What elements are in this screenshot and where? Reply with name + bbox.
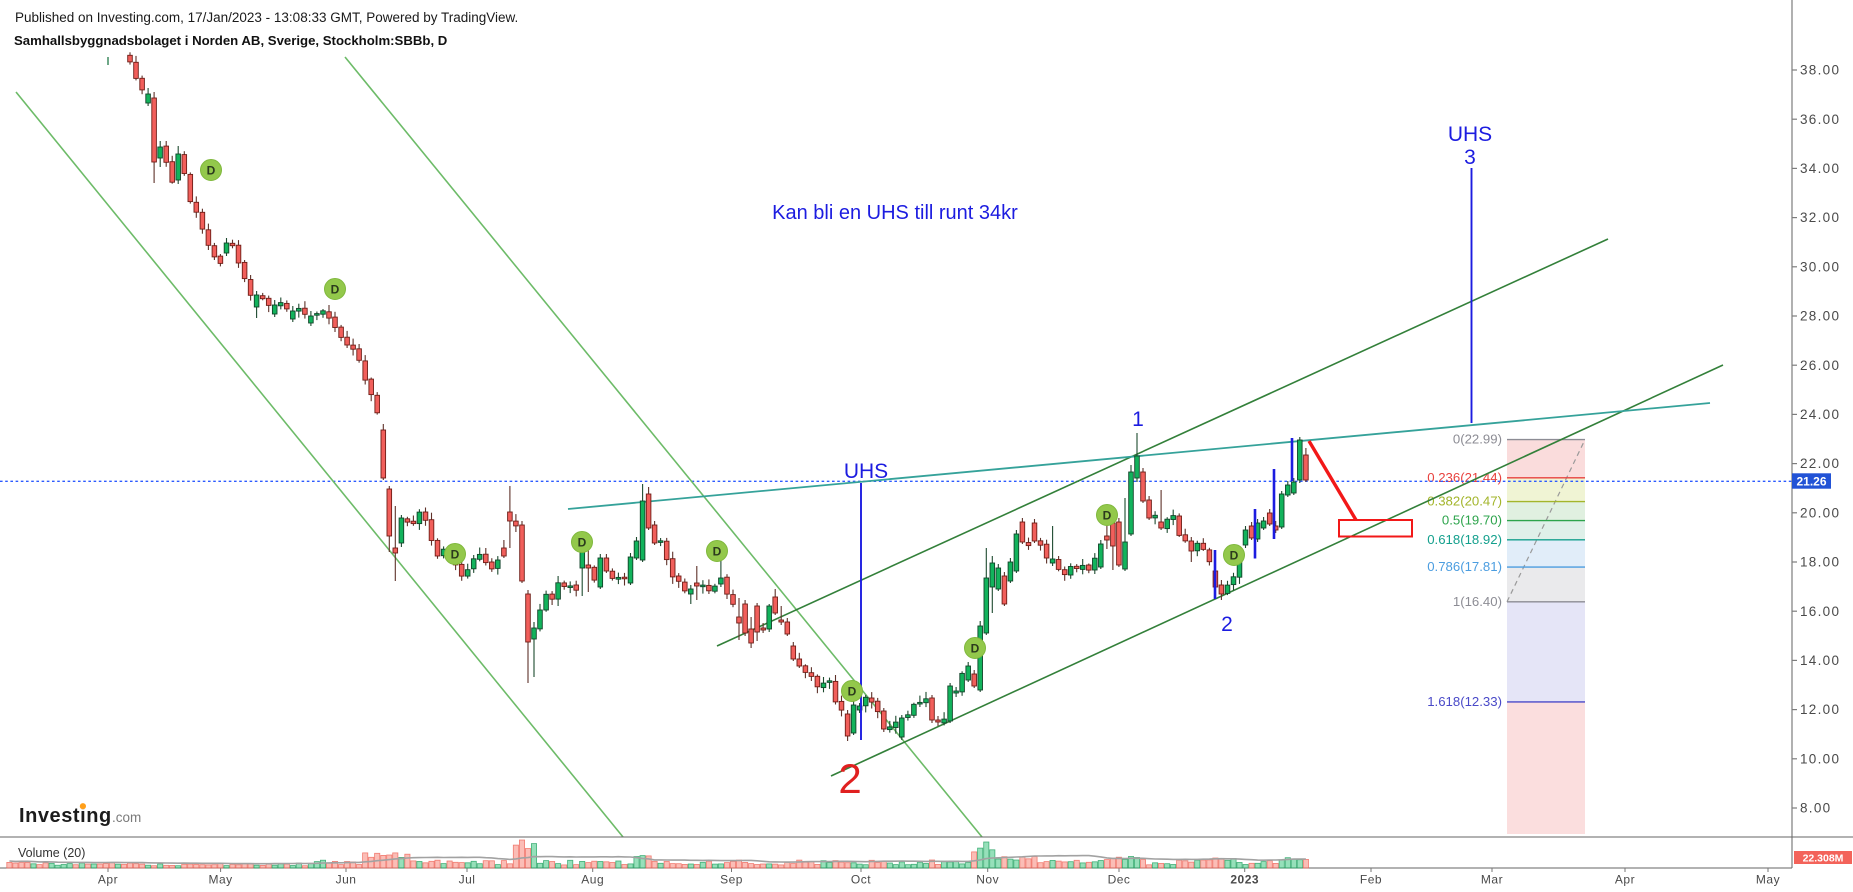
svg-text:.com: .com (112, 810, 141, 825)
svg-text:Investing: Investing (19, 805, 112, 827)
svg-text:Kan bli en UHS till runt 34kr: Kan bli en UHS till runt 34kr (772, 202, 1018, 224)
svg-text:1: 1 (1132, 408, 1144, 431)
svg-text:Samhallsbyggnadsbolaget i Nord: Samhallsbyggnadsbolaget i Norden AB, Sve… (14, 33, 447, 48)
svg-text:0(22.99): 0(22.99) (1453, 432, 1502, 447)
svg-text:0.5(19.70): 0.5(19.70) (1442, 513, 1502, 528)
svg-text:0.786(17.81): 0.786(17.81) (1427, 559, 1502, 574)
svg-text:D: D (451, 548, 460, 562)
svg-text:18.00: 18.00 (1800, 555, 1840, 570)
svg-text:22.308M: 22.308M (1803, 853, 1844, 865)
svg-text:20.00: 20.00 (1800, 505, 1840, 520)
svg-text:16.00: 16.00 (1800, 604, 1840, 619)
svg-text:10.00: 10.00 (1800, 751, 1840, 766)
svg-text:D: D (578, 536, 587, 550)
svg-text:UHS: UHS (844, 460, 888, 483)
svg-text:Published on Investing.com, 17: Published on Investing.com, 17/Jan/2023 … (15, 10, 518, 25)
svg-text:0.382(20.47): 0.382(20.47) (1427, 494, 1502, 509)
svg-text:D: D (848, 685, 857, 699)
svg-text:26.00: 26.00 (1800, 358, 1840, 373)
svg-text:UHS: UHS (1448, 123, 1492, 146)
svg-text:D: D (331, 283, 340, 297)
svg-text:Oct: Oct (851, 873, 871, 887)
svg-text:28.00: 28.00 (1800, 309, 1840, 324)
svg-text:36.00: 36.00 (1800, 112, 1840, 127)
svg-text:14.00: 14.00 (1800, 653, 1840, 668)
svg-text:D: D (1230, 549, 1239, 563)
svg-text:May: May (209, 873, 233, 887)
svg-text:Dec: Dec (1108, 873, 1131, 887)
svg-text:Aug: Aug (581, 873, 604, 887)
svg-text:May: May (1756, 873, 1780, 887)
svg-text:38.00: 38.00 (1800, 63, 1840, 78)
svg-text:21.26: 21.26 (1796, 475, 1826, 489)
svg-text:D: D (207, 164, 216, 178)
svg-text:Nov: Nov (976, 873, 999, 887)
svg-text:D: D (713, 545, 722, 559)
svg-text:3: 3 (1464, 146, 1476, 169)
svg-text:12.00: 12.00 (1800, 702, 1840, 717)
svg-text:Jun: Jun (336, 873, 357, 887)
svg-text:D: D (971, 642, 980, 656)
svg-text:34.00: 34.00 (1800, 161, 1840, 176)
svg-text:Jul: Jul (459, 873, 476, 887)
svg-text:1.618(12.33): 1.618(12.33) (1427, 694, 1502, 709)
svg-text:2: 2 (838, 755, 861, 802)
svg-text:Sep: Sep (720, 873, 743, 887)
svg-text:0.618(18.92): 0.618(18.92) (1427, 532, 1502, 547)
svg-text:2: 2 (1221, 613, 1233, 636)
svg-text:1(16.40): 1(16.40) (1453, 594, 1502, 609)
svg-text:Feb: Feb (1360, 873, 1382, 887)
svg-text:Apr: Apr (98, 873, 118, 887)
svg-text:Volume (20): Volume (20) (18, 846, 85, 860)
svg-text:22.00: 22.00 (1800, 456, 1840, 471)
svg-text:Mar: Mar (1481, 873, 1503, 887)
svg-text:30.00: 30.00 (1800, 259, 1840, 274)
svg-text:24.00: 24.00 (1800, 407, 1840, 422)
svg-text:D: D (1103, 509, 1112, 523)
svg-text:32.00: 32.00 (1800, 210, 1840, 225)
svg-text:Apr: Apr (1615, 873, 1635, 887)
svg-text:2023: 2023 (1230, 873, 1259, 887)
svg-text:8.00: 8.00 (1800, 801, 1831, 816)
